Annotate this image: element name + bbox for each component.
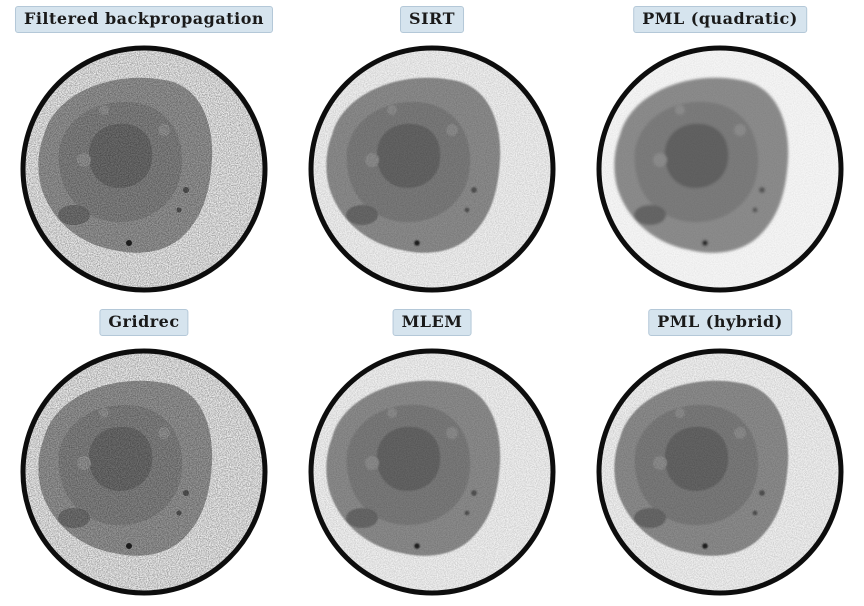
panel-sirt: SIRT (288, 0, 576, 303)
panel-pml-hybrid: PML (hybrid) (576, 303, 864, 606)
field-of-view-ring (308, 45, 556, 293)
specimen-slice (312, 49, 552, 289)
specimen-slice (24, 49, 264, 289)
panel-pml-quadratic: PML (quadratic) (576, 0, 864, 303)
reconstruction-image (20, 348, 268, 596)
panel-filtered-backpropagation: Filtered backpropagation (0, 0, 288, 303)
specimen-slice (312, 352, 552, 592)
method-label: PML (hybrid) (648, 309, 792, 336)
method-label: SIRT (400, 6, 464, 33)
reconstruction-image (596, 45, 844, 293)
reconstruction-image (596, 348, 844, 596)
specimen-slice (600, 49, 840, 289)
specimen-slice (600, 352, 840, 592)
method-label: PML (quadratic) (633, 6, 807, 33)
reconstruction-image (20, 45, 268, 293)
method-label: Gridrec (99, 309, 189, 336)
method-label: Filtered backpropagation (14, 6, 274, 33)
method-label: MLEM (392, 309, 472, 336)
field-of-view-ring (20, 348, 268, 596)
field-of-view-ring (596, 348, 844, 596)
panel-mlem: MLEM (288, 303, 576, 606)
field-of-view-ring (308, 348, 556, 596)
panel-gridrec: Gridrec (0, 303, 288, 606)
specimen-slice (24, 352, 264, 592)
field-of-view-ring (596, 45, 844, 293)
reconstruction-image (308, 45, 556, 293)
field-of-view-ring (20, 45, 268, 293)
reconstruction-image (308, 348, 556, 596)
